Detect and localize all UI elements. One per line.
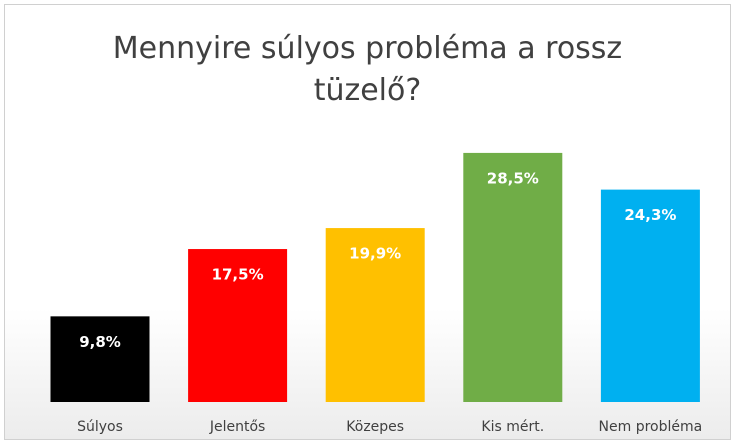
bar — [463, 152, 563, 402]
data-label: 24,3% — [624, 206, 676, 224]
data-label: 28,5% — [487, 169, 539, 187]
data-label: 9,8% — [79, 333, 121, 351]
bar — [188, 249, 288, 402]
x-tick-label: Kis mért. — [481, 419, 544, 435]
x-tick-label: Jelentős — [209, 419, 265, 435]
bar — [325, 228, 425, 402]
data-label: 19,9% — [349, 245, 401, 263]
data-label: 17,5% — [212, 266, 264, 284]
bar — [50, 316, 150, 402]
chart-title: Mennyire súlyos probléma a rossz tüzelő? — [112, 31, 623, 108]
x-tick-label: Nem probléma — [599, 419, 703, 435]
x-tick-label: Súlyos — [77, 419, 123, 435]
bar — [600, 189, 700, 402]
x-tick-label: Közepes — [346, 419, 404, 435]
